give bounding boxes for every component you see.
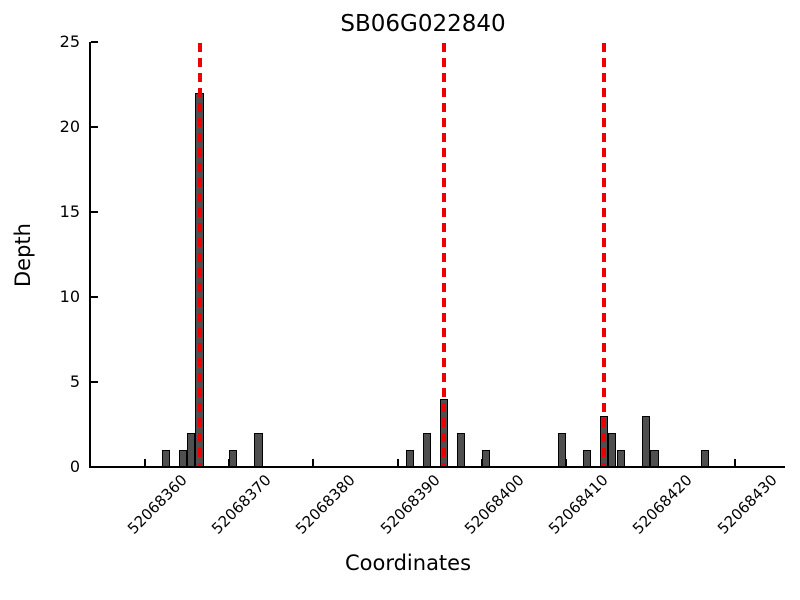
x-tick [649, 459, 652, 466]
x-tick [733, 459, 736, 466]
y-tick [91, 211, 98, 213]
depth-bar [456, 433, 465, 468]
x-tick [228, 459, 230, 466]
y-axis-label: Depth [11, 223, 35, 287]
y-tick [91, 466, 98, 468]
variant-position-line [601, 43, 606, 466]
y-tick-label: 0 [69, 457, 80, 476]
depth-bar [608, 433, 617, 468]
x-tick [565, 459, 567, 466]
y-tick [91, 126, 98, 128]
depth-bar [422, 433, 432, 468]
x-axis-spine [89, 466, 785, 468]
y-tick-label: 5 [69, 372, 80, 391]
x-tick [396, 459, 399, 466]
x-tick [312, 459, 315, 466]
x-axis-label: Coordinates [344, 551, 472, 575]
depth-bar [254, 433, 263, 468]
y-tick-label: 15 [59, 202, 80, 221]
y-tick [91, 381, 98, 383]
y-axis-spine [89, 42, 91, 468]
x-tick [480, 459, 483, 466]
y-tick-label: 20 [59, 117, 80, 136]
variant-position-line [197, 43, 202, 466]
variant-position-line [441, 43, 446, 466]
y-tick [91, 41, 98, 43]
y-tick-label: 10 [59, 287, 80, 306]
chart-title: SB06G022840 [340, 11, 506, 37]
y-tick [91, 296, 98, 298]
y-tick-label: 25 [59, 32, 80, 51]
depth-bar [186, 433, 196, 468]
x-tick [143, 459, 146, 466]
